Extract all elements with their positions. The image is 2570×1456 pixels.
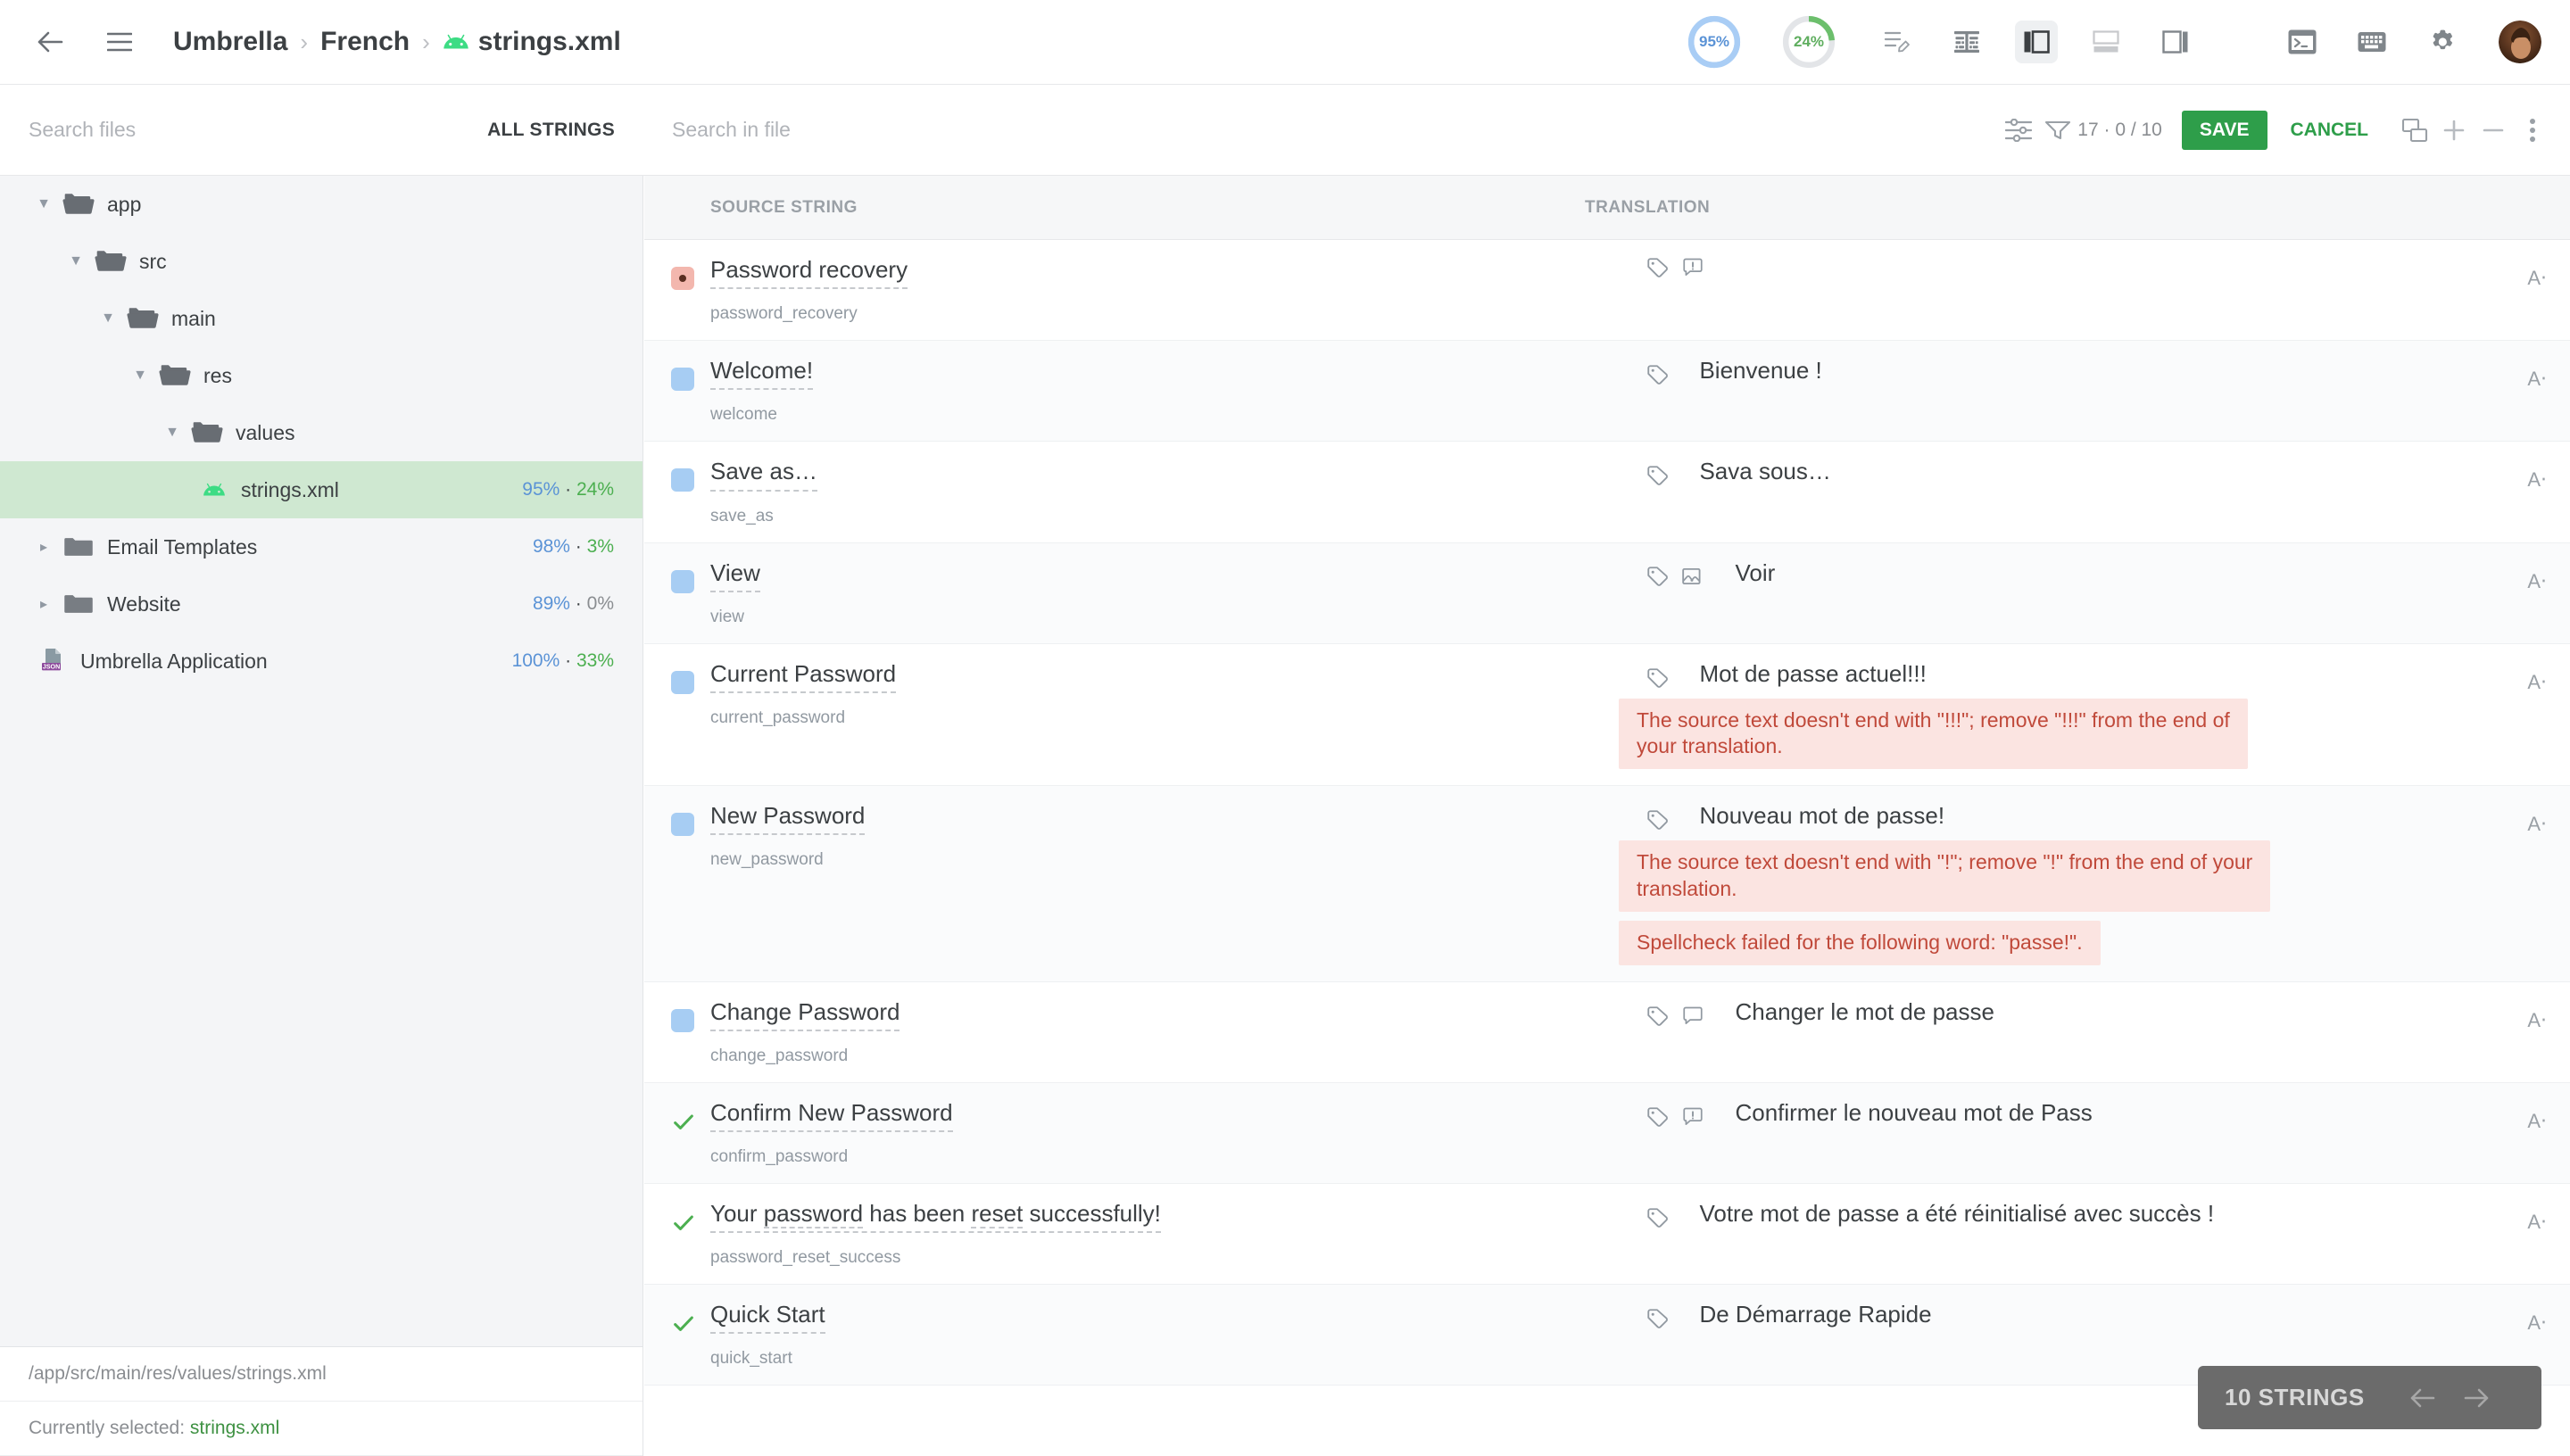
svg-text:JSON: JSON [43, 663, 61, 671]
